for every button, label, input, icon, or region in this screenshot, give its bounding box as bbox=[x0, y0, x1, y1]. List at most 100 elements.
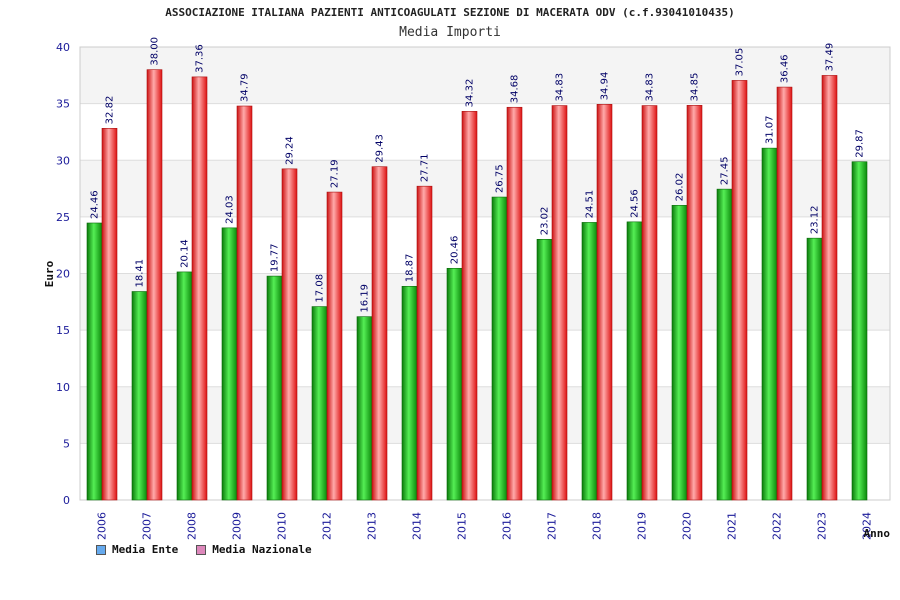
x-tick-label: 2010 bbox=[276, 512, 289, 540]
legend-item-media-nazionale: Media Nazionale bbox=[196, 543, 312, 556]
bar-media-nazionale bbox=[506, 106, 523, 501]
bar-media-nazionale bbox=[776, 86, 793, 501]
x-tick-label: 2014 bbox=[411, 512, 424, 540]
bar-media-nazionale bbox=[416, 185, 433, 501]
data-label: 24.56 bbox=[630, 189, 641, 218]
bar-media-ente bbox=[761, 147, 778, 501]
data-label: 34.32 bbox=[465, 79, 476, 108]
data-label: 24.46 bbox=[90, 190, 101, 219]
data-label: 27.71 bbox=[420, 154, 431, 183]
chart-subtitle: Media Importi bbox=[399, 25, 501, 40]
data-label: 34.83 bbox=[555, 73, 566, 102]
bar-media-ente bbox=[221, 227, 238, 501]
bar-media-ente bbox=[626, 221, 643, 501]
data-label: 23.12 bbox=[810, 206, 821, 235]
plot-frame bbox=[79, 46, 891, 501]
bar-media-nazionale bbox=[281, 168, 298, 501]
legend-label: Media Nazionale bbox=[212, 543, 312, 556]
chart-title: ASSOCIAZIONE ITALIANA PAZIENTI ANTICOAGU… bbox=[165, 6, 735, 19]
data-label: 37.36 bbox=[195, 44, 206, 73]
data-label: 34.94 bbox=[600, 72, 611, 101]
y-tick-label: 30 bbox=[56, 154, 70, 167]
x-tick-label: 2012 bbox=[321, 512, 334, 540]
data-label: 34.83 bbox=[645, 73, 656, 102]
bar-media-nazionale bbox=[326, 191, 343, 501]
data-label: 34.68 bbox=[510, 75, 521, 104]
data-label: 23.02 bbox=[540, 207, 551, 236]
bar-media-nazionale bbox=[461, 111, 478, 501]
y-tick-label: 10 bbox=[56, 381, 70, 394]
data-label: 37.05 bbox=[735, 48, 746, 77]
bar-media-nazionale bbox=[686, 105, 703, 501]
bar-media-ente bbox=[806, 237, 823, 501]
y-tick-label: 40 bbox=[56, 41, 70, 54]
x-tick-label: 2007 bbox=[141, 512, 154, 540]
x-tick-label: 2020 bbox=[681, 512, 694, 540]
data-label: 24.03 bbox=[225, 195, 236, 224]
y-axis-label: Euro bbox=[43, 260, 56, 287]
data-label: 16.19 bbox=[360, 284, 371, 313]
data-label: 19.77 bbox=[270, 243, 281, 272]
bar-media-nazionale bbox=[191, 76, 208, 501]
bar-media-ente bbox=[356, 316, 373, 501]
grid-band bbox=[80, 103, 890, 161]
x-tick-label: 2013 bbox=[366, 512, 379, 540]
x-tick-label: 2016 bbox=[501, 512, 514, 540]
legend-swatch bbox=[96, 544, 106, 555]
bar-media-ente bbox=[581, 222, 598, 501]
bar-media-ente bbox=[671, 205, 688, 501]
data-label: 38.00 bbox=[150, 37, 161, 66]
x-axis-label: Anno bbox=[864, 527, 891, 540]
bar-media-ente bbox=[266, 275, 283, 501]
bar-media-nazionale bbox=[146, 69, 163, 501]
x-tick-label: 2023 bbox=[816, 512, 829, 540]
bar-media-ente bbox=[176, 271, 193, 501]
bar-media-nazionale bbox=[371, 166, 388, 501]
data-label: 29.24 bbox=[285, 136, 296, 165]
data-label: 24.51 bbox=[585, 190, 596, 219]
legend: Media Ente Media Nazionale bbox=[96, 543, 312, 556]
data-label: 26.02 bbox=[675, 173, 686, 202]
data-label: 34.85 bbox=[690, 73, 701, 102]
data-label: 29.43 bbox=[375, 134, 386, 163]
bar-media-ente bbox=[131, 291, 148, 501]
grid-band bbox=[80, 443, 890, 500]
data-label: 18.87 bbox=[405, 254, 416, 283]
x-tick-label: 2006 bbox=[96, 512, 109, 540]
x-tick-label: 2024 bbox=[861, 512, 874, 540]
bar-media-ente bbox=[491, 196, 508, 501]
grid-band bbox=[80, 273, 890, 331]
data-label: 37.49 bbox=[825, 43, 836, 72]
data-label: 36.46 bbox=[780, 54, 791, 83]
x-tick-label: 2022 bbox=[771, 512, 784, 540]
grid-band bbox=[80, 160, 890, 217]
bar-media-ente bbox=[401, 285, 418, 501]
data-label: 18.41 bbox=[135, 259, 146, 288]
x-tick-label: 2017 bbox=[546, 512, 559, 540]
bar-media-ente bbox=[86, 222, 103, 501]
y-tick-label: 5 bbox=[63, 437, 70, 450]
bar-media-ente bbox=[446, 267, 463, 501]
bar-media-nazionale bbox=[551, 105, 568, 501]
y-tick-label: 0 bbox=[63, 494, 70, 507]
data-label: 34.79 bbox=[240, 73, 251, 102]
legend-swatch bbox=[196, 544, 207, 555]
legend-item-media-ente: Media Ente bbox=[96, 543, 178, 556]
bar-media-nazionale bbox=[101, 128, 118, 501]
y-tick-label: 15 bbox=[56, 324, 70, 337]
data-label: 26.75 bbox=[495, 164, 506, 193]
data-label: 32.82 bbox=[105, 96, 116, 125]
y-tick-label: 35 bbox=[56, 98, 70, 111]
x-tick-label: 2018 bbox=[591, 512, 604, 540]
data-label: 17.08 bbox=[315, 274, 326, 303]
bar-media-nazionale bbox=[236, 105, 253, 501]
bar-media-nazionale bbox=[596, 104, 613, 501]
data-label: 27.19 bbox=[330, 159, 341, 188]
data-label: 20.46 bbox=[450, 236, 461, 265]
bar-media-nazionale bbox=[731, 80, 748, 501]
data-label: 27.45 bbox=[720, 156, 731, 185]
data-label: 20.14 bbox=[180, 239, 191, 268]
bar-media-nazionale bbox=[821, 75, 838, 501]
grid-band bbox=[80, 47, 890, 104]
